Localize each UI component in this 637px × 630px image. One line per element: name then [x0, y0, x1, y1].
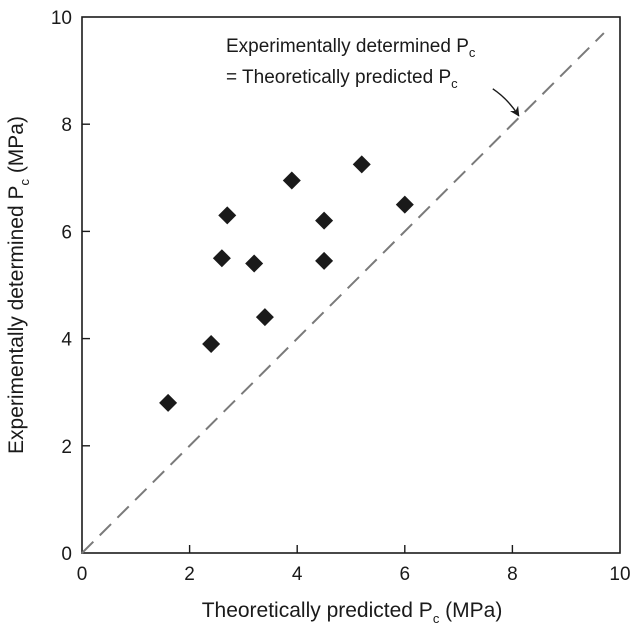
- identity-reference-line: [81, 32, 605, 554]
- x-tick-label: 8: [507, 564, 518, 585]
- data-point-diamond: [315, 211, 334, 230]
- data-point-diamond: [352, 155, 371, 174]
- y-axis-ticks: 0 2 4 6 8 10: [51, 8, 90, 565]
- y-tick-label: 2: [61, 437, 72, 458]
- y-tick-label: 0: [61, 544, 72, 565]
- annotation-line-2: = Theoretically predicted Pc: [226, 67, 458, 91]
- y-tick-label: 6: [61, 222, 72, 243]
- data-point-diamond: [245, 254, 264, 273]
- data-points: [159, 155, 414, 412]
- x-tick-label: 10: [609, 564, 630, 585]
- x-axis-ticks: 0 2 4 6 8 10: [77, 545, 631, 585]
- data-point-diamond: [202, 334, 221, 353]
- y-tick-label: 10: [51, 8, 72, 29]
- data-point-diamond: [315, 251, 334, 270]
- annotation-arrow: [492, 88, 520, 117]
- x-tick-label: 0: [77, 564, 88, 585]
- y-axis-title: Experimentally determined Pc (MPa): [5, 116, 32, 454]
- x-tick-label: 4: [292, 564, 303, 585]
- data-point-diamond: [159, 393, 178, 412]
- data-point-diamond: [395, 195, 414, 214]
- annotation: Experimentally determined Pc = Theoretic…: [226, 36, 520, 117]
- x-tick-label: 6: [400, 564, 411, 585]
- data-point-diamond: [282, 171, 301, 190]
- x-axis-title: Theoretically predicted Pc (MPa): [202, 599, 503, 626]
- plot-frame: [81, 16, 621, 554]
- annotation-line-1: Experimentally determined Pc: [226, 36, 476, 60]
- x-tick-label: 2: [184, 564, 195, 585]
- y-tick-label: 8: [61, 115, 72, 136]
- data-point-diamond: [218, 206, 237, 225]
- y-tick-label: 4: [61, 330, 72, 351]
- data-point-diamond: [212, 249, 231, 268]
- data-point-diamond: [255, 308, 274, 327]
